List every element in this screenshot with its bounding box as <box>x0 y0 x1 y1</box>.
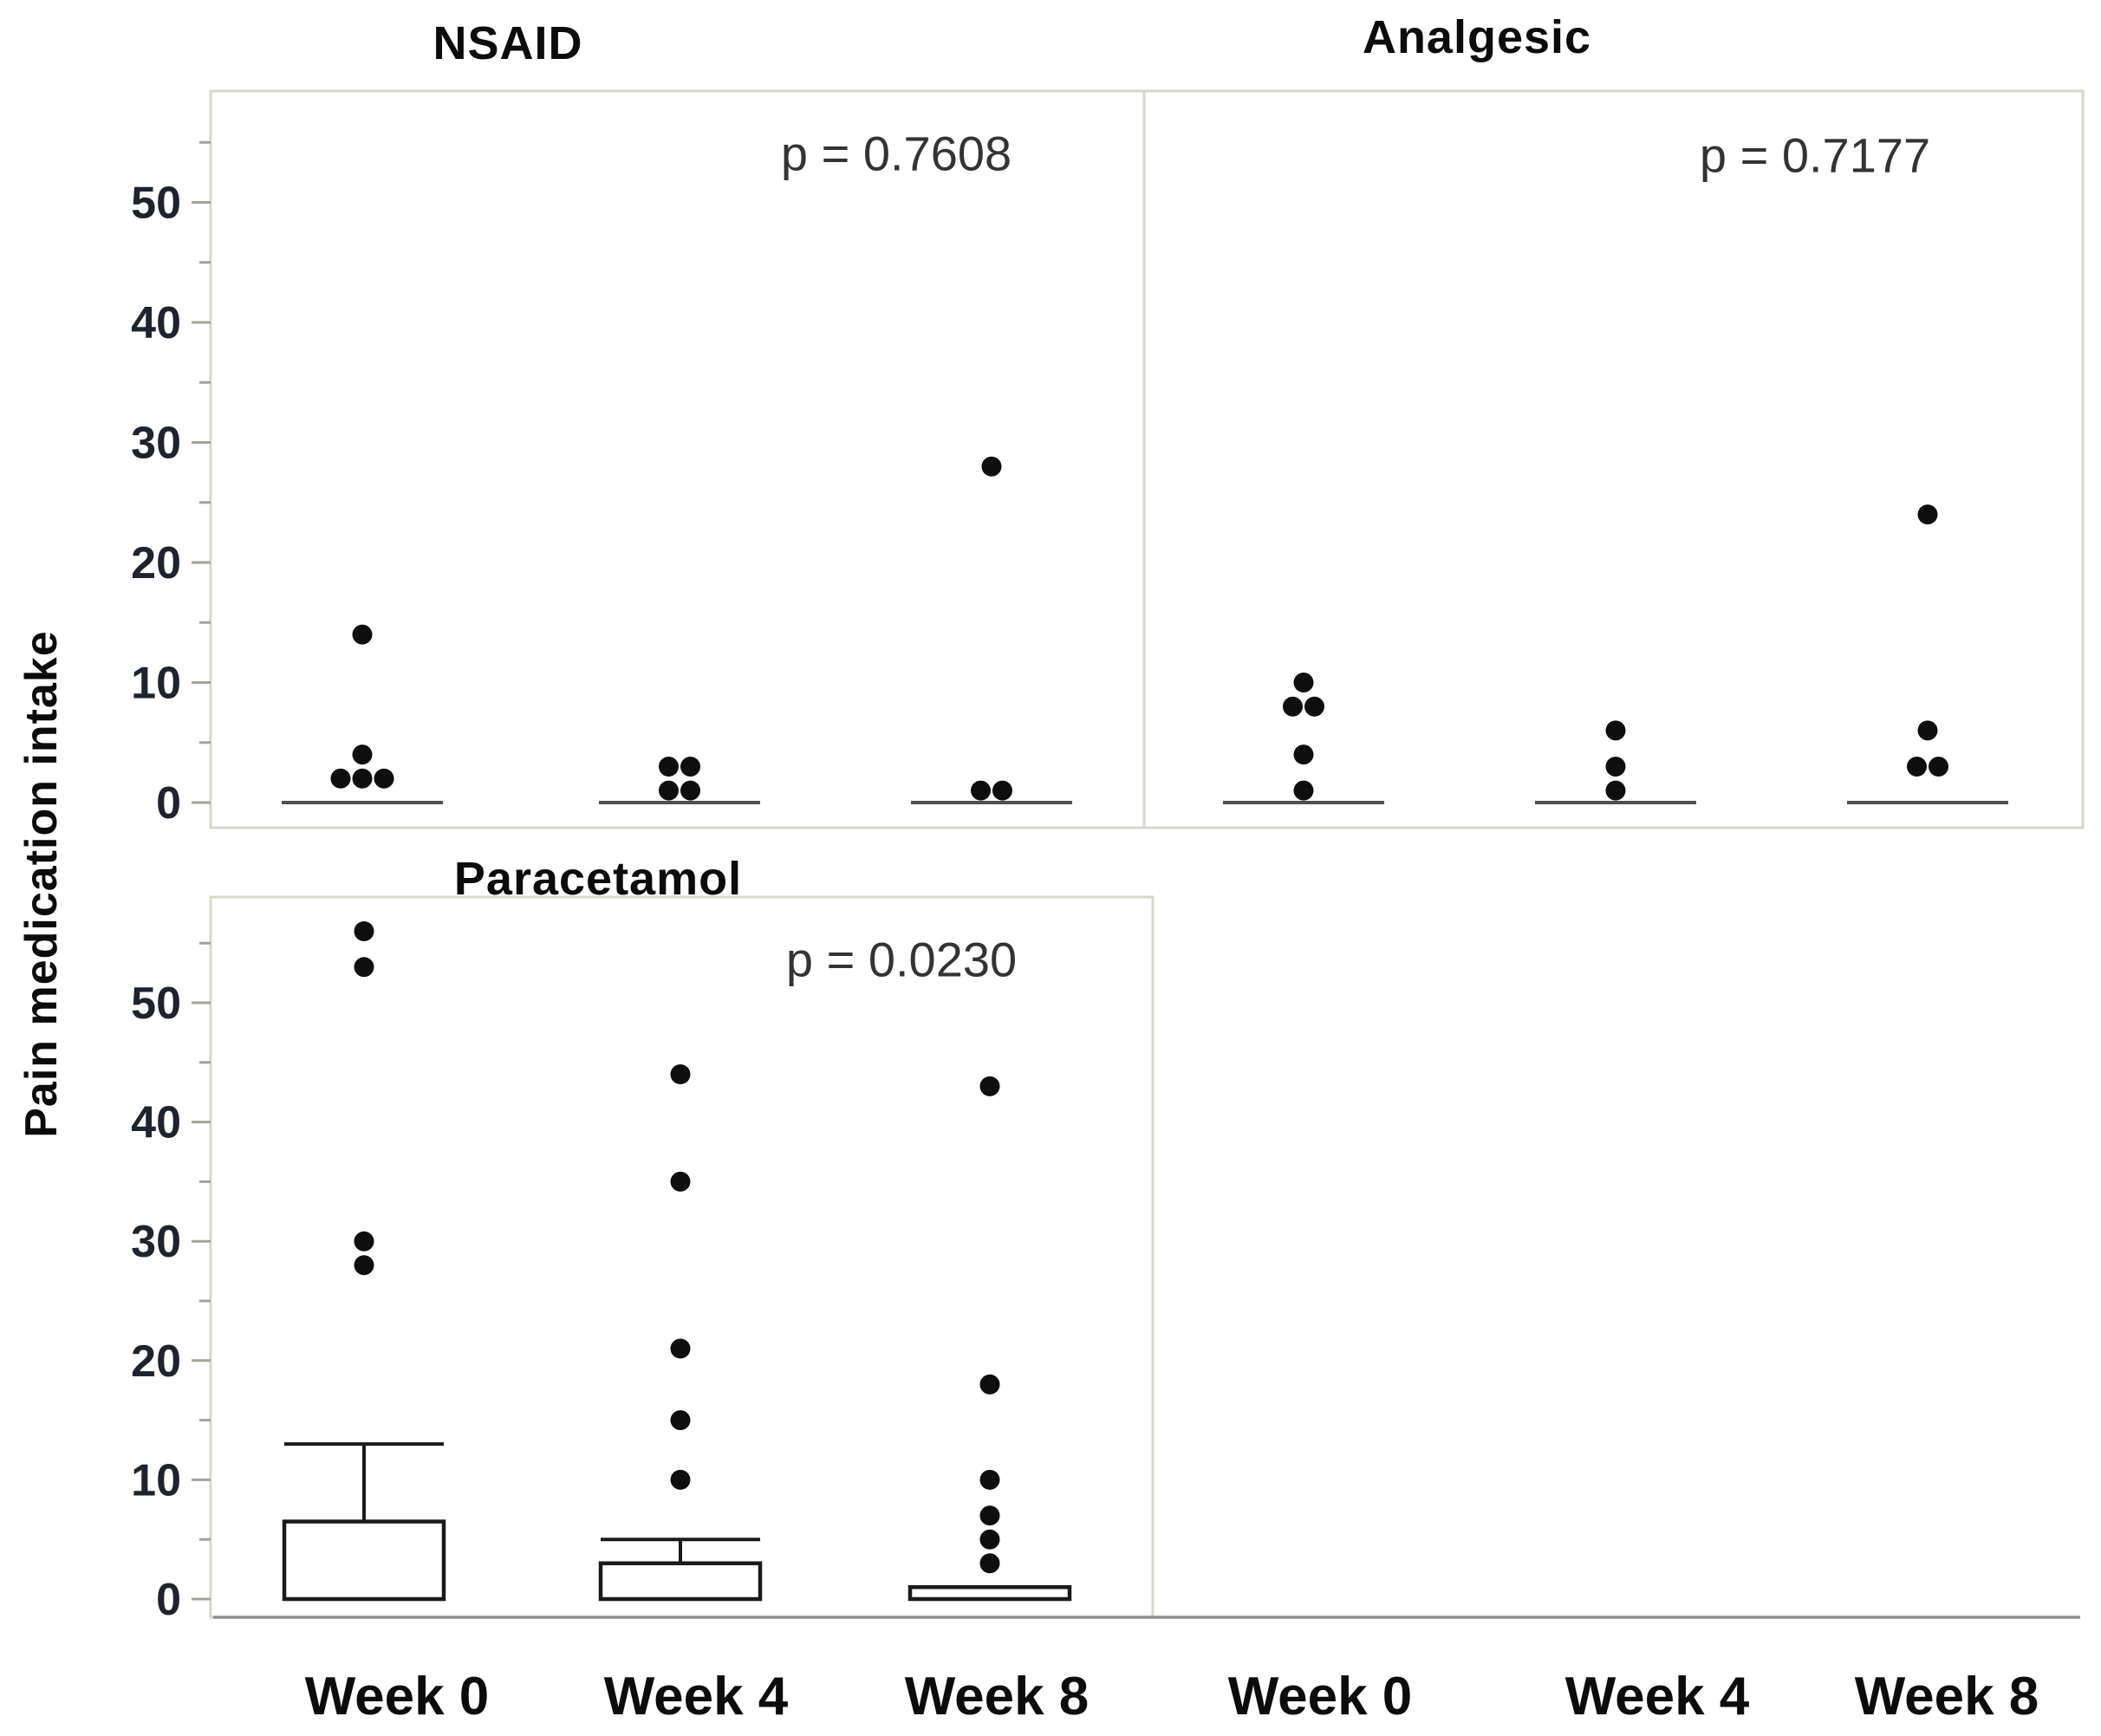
data-point <box>680 756 700 777</box>
data-point <box>1605 756 1626 777</box>
data-point <box>1283 696 1303 717</box>
data-point <box>1605 780 1626 801</box>
data-point <box>1293 673 1314 692</box>
data-point <box>979 1469 1000 1490</box>
data-point <box>1917 720 1938 741</box>
y-axis-tick-label: 30 <box>131 419 181 469</box>
y-axis-tick-label: 0 <box>156 778 181 829</box>
data-point <box>670 1469 691 1490</box>
data-point <box>1907 756 1927 777</box>
data-point <box>659 756 679 777</box>
y-axis-tick-label: 20 <box>131 538 181 588</box>
data-point <box>670 1410 691 1431</box>
data-point <box>979 1529 1000 1550</box>
data-point <box>981 456 1002 477</box>
box-plot-box <box>282 1519 446 1602</box>
data-point <box>352 624 373 645</box>
data-point <box>330 768 351 789</box>
data-point <box>352 744 373 765</box>
y-axis-tick-label: 10 <box>131 659 181 709</box>
panel-title-paracetamol: Paracetamol <box>453 853 743 905</box>
data-point <box>979 1076 1000 1096</box>
y-axis-title: Pain medication intake <box>16 630 67 1138</box>
y-axis-tick-label: 10 <box>131 1455 181 1505</box>
data-point <box>1605 720 1626 741</box>
data-point <box>354 1231 374 1252</box>
p-value-nsaid: p = 0.7608 <box>780 126 1012 181</box>
data-point <box>352 768 373 789</box>
panel-title-analgesic: Analgesic <box>1362 11 1592 63</box>
data-point <box>979 1553 1000 1574</box>
y-axis-tick-label: 30 <box>131 1217 181 1267</box>
data-point <box>670 1171 691 1192</box>
x-axis-label: Week 8 <box>1855 1667 2039 1726</box>
data-point <box>1293 744 1314 765</box>
x-axis-label: Week 8 <box>905 1667 1090 1726</box>
data-point <box>1304 696 1324 717</box>
y-axis-tick-label: 50 <box>131 179 181 229</box>
data-point <box>1917 504 1938 525</box>
data-point <box>1293 780 1314 801</box>
y-axis-tick-label: 50 <box>131 979 181 1029</box>
x-axis-label: Week 0 <box>305 1667 490 1726</box>
data-point <box>354 920 374 941</box>
x-axis-label: Week 0 <box>1228 1667 1413 1726</box>
y-axis-tick-label: 40 <box>131 298 181 348</box>
p-value-analgesic: p = 0.7177 <box>1699 127 1931 183</box>
box-plot-box <box>907 1584 1072 1602</box>
data-point <box>354 1255 374 1276</box>
box-plot-box <box>598 1561 763 1602</box>
x-axis-label: Week 4 <box>604 1667 789 1726</box>
y-axis-tick-label: 0 <box>156 1575 181 1625</box>
data-point <box>680 780 700 801</box>
panel-frame <box>209 895 1155 1619</box>
data-point <box>979 1505 1000 1526</box>
data-point <box>971 780 991 801</box>
data-point <box>1929 756 1948 777</box>
data-point <box>670 1064 691 1085</box>
panel-frame <box>209 89 1146 829</box>
data-point <box>670 1338 691 1359</box>
y-axis-tick-label: 40 <box>131 1098 181 1148</box>
x-axis-label: Week 4 <box>1565 1667 1750 1726</box>
panel-title-nsaid: NSAID <box>433 17 583 69</box>
p-value-paracetamol: p = 0.0230 <box>785 932 1018 987</box>
data-point <box>659 780 679 801</box>
y-axis-tick-label: 20 <box>131 1336 181 1387</box>
data-point <box>979 1374 1000 1395</box>
data-point <box>992 780 1012 801</box>
panel-frame <box>1142 89 2085 829</box>
data-point <box>354 957 374 978</box>
data-point <box>374 768 394 789</box>
